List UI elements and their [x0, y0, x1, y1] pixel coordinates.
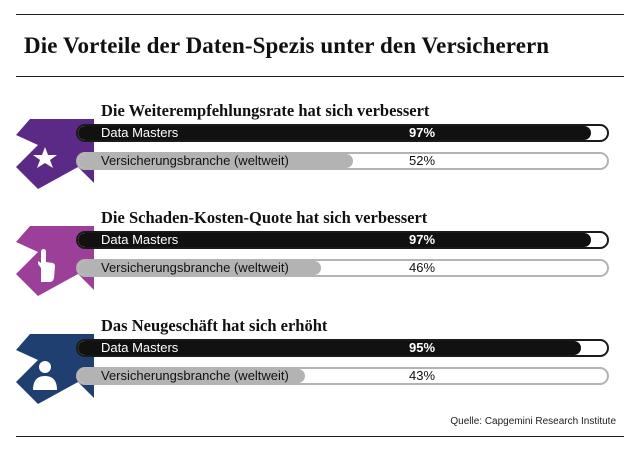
- bar-value: 46%: [408, 260, 436, 275]
- arrow-badge: [16, 119, 94, 189]
- title-rule: [16, 76, 624, 77]
- arrow-shape: [16, 119, 94, 189]
- group-new-business: Das Neugeschäft hat sich erhöht Data Mas…: [0, 316, 640, 410]
- bar-fill: [78, 261, 322, 275]
- bar-value: 52%: [408, 153, 436, 168]
- bar-industry: [76, 259, 609, 277]
- star-icon: [33, 147, 57, 168]
- bar-fill: [78, 126, 592, 140]
- bar-fill: [78, 369, 306, 383]
- bar-label: Versicherungsbranche (weltweit): [101, 260, 289, 275]
- bar-industry: [76, 152, 609, 170]
- bar-data-masters: [76, 124, 609, 142]
- group-title: Die Schaden-Kosten-Quote hat sich verbes…: [101, 208, 428, 227]
- bar-label: Data Masters: [101, 340, 179, 355]
- arrow-badge: [16, 334, 94, 404]
- group-referral-rate: Die Weiterempfehlungsrate hat sich verbe…: [0, 101, 640, 195]
- bar-fill: [78, 233, 592, 247]
- bar-value: 95%: [408, 340, 436, 355]
- arrow-shape: [16, 226, 94, 296]
- bar-fill: [78, 341, 581, 355]
- person-icon: [33, 376, 57, 390]
- bar-value: 97%: [408, 232, 436, 247]
- bar-fill: [78, 154, 354, 168]
- bar-label: Versicherungsbranche (weltweit): [101, 153, 289, 168]
- hand-pointer-icon: [38, 249, 55, 282]
- bar-industry: [76, 367, 609, 385]
- bar-value: 43%: [408, 368, 436, 383]
- bar-label: Versicherungsbranche (weltweit): [101, 368, 289, 383]
- chart-title: Die Vorteile der Daten-Spezis unter den …: [24, 33, 550, 58]
- bar-data-masters: [76, 339, 609, 357]
- source-note: Quelle: Capgemini Research Institute: [450, 416, 616, 427]
- group-title: Die Weiterempfehlungsrate hat sich verbe…: [101, 101, 430, 120]
- bar-label: Data Masters: [101, 232, 179, 247]
- group-title: Das Neugeschäft hat sich erhöht: [101, 316, 328, 335]
- group-combined-ratio: Die Schaden-Kosten-Quote hat sich verbes…: [0, 208, 640, 302]
- top-rule: [16, 14, 624, 15]
- person-icon-head: [39, 361, 51, 373]
- bar-label: Data Masters: [101, 125, 179, 140]
- bar-data-masters: [76, 231, 609, 249]
- bottom-rule: [16, 436, 624, 437]
- bar-value: 97%: [408, 125, 436, 140]
- arrow-badge: [16, 226, 94, 296]
